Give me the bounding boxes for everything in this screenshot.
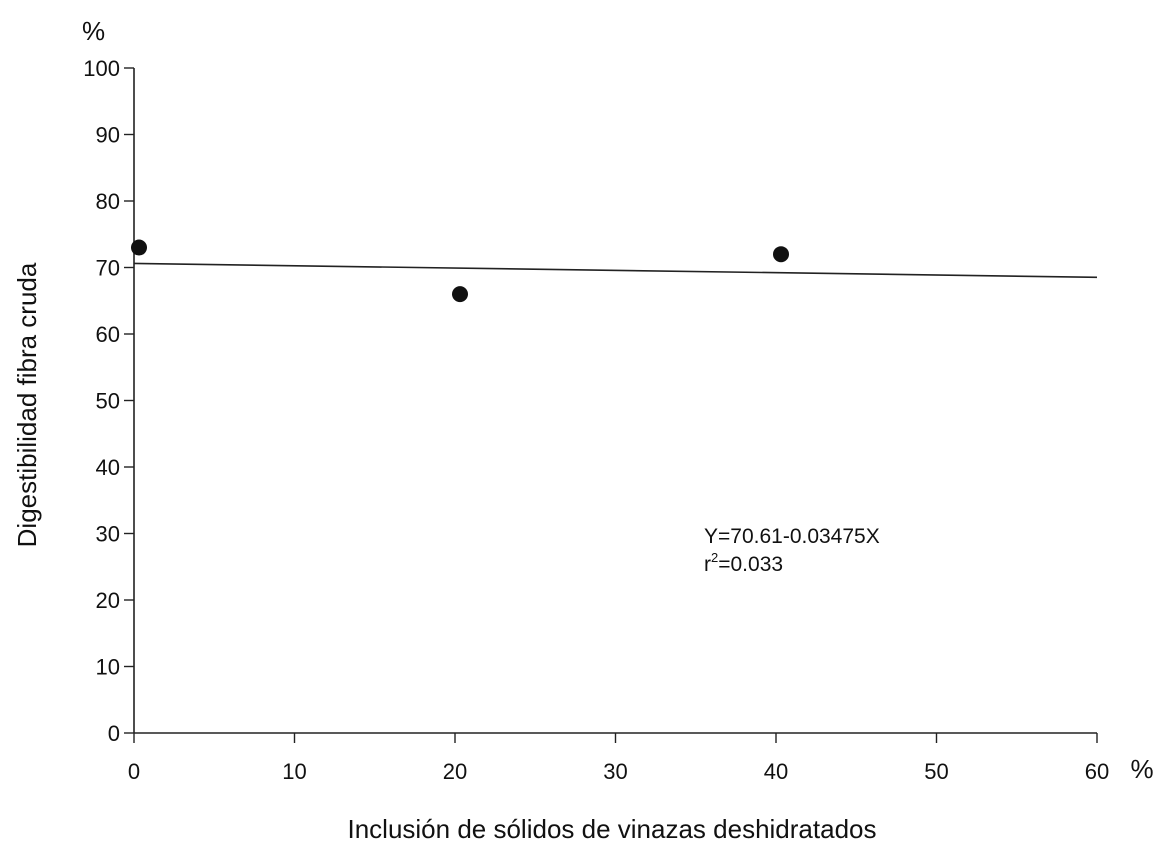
y-axis-ticks: 0 10 20 30 40 50 60 70 80 90 100: [83, 56, 134, 746]
x-axis-title: Inclusión de sólidos de vinazas deshidra…: [347, 814, 876, 841]
r-squared-superscript: 2: [711, 550, 718, 565]
x-axis-unit-label: %: [1130, 754, 1153, 784]
y-tick-label: 50: [96, 389, 120, 414]
x-tick-label: 0: [128, 759, 140, 784]
y-tick-label: 30: [96, 522, 120, 547]
y-tick-label: 60: [96, 322, 120, 347]
x-tick-label: 50: [924, 759, 948, 784]
y-tick-label: 10: [96, 655, 120, 680]
data-points: [131, 239, 789, 303]
data-point: [452, 286, 468, 303]
r-squared-annotation: r2=0.033: [704, 550, 783, 576]
y-tick-label: 100: [83, 56, 120, 81]
x-tick-label: 10: [282, 759, 306, 784]
r-squared-value: =0.033: [718, 553, 783, 576]
y-tick-label: 0: [108, 721, 120, 746]
data-point: [773, 246, 789, 263]
x-tick-label: 30: [603, 759, 627, 784]
x-tick-label: 60: [1085, 759, 1109, 784]
y-tick-label: 80: [96, 189, 120, 214]
y-axis-unit-label: %: [82, 16, 105, 46]
x-tick-label: 40: [764, 759, 788, 784]
y-tick-label: 20: [96, 588, 120, 613]
x-tick-label: 20: [443, 759, 467, 784]
data-point: [131, 239, 147, 256]
regression-equation: Y=70.61-0.03475X: [704, 525, 880, 548]
y-axis-title: Digestibilidad fibra cruda: [12, 262, 42, 547]
y-tick-label: 90: [96, 123, 120, 148]
y-tick-label: 70: [96, 256, 120, 281]
y-tick-label: 40: [96, 455, 120, 480]
regression-line: [133, 262, 1098, 279]
r-squared-prefix: r: [704, 553, 711, 576]
x-axis-ticks: 0 10 20 30 40 50 60: [128, 733, 1109, 784]
